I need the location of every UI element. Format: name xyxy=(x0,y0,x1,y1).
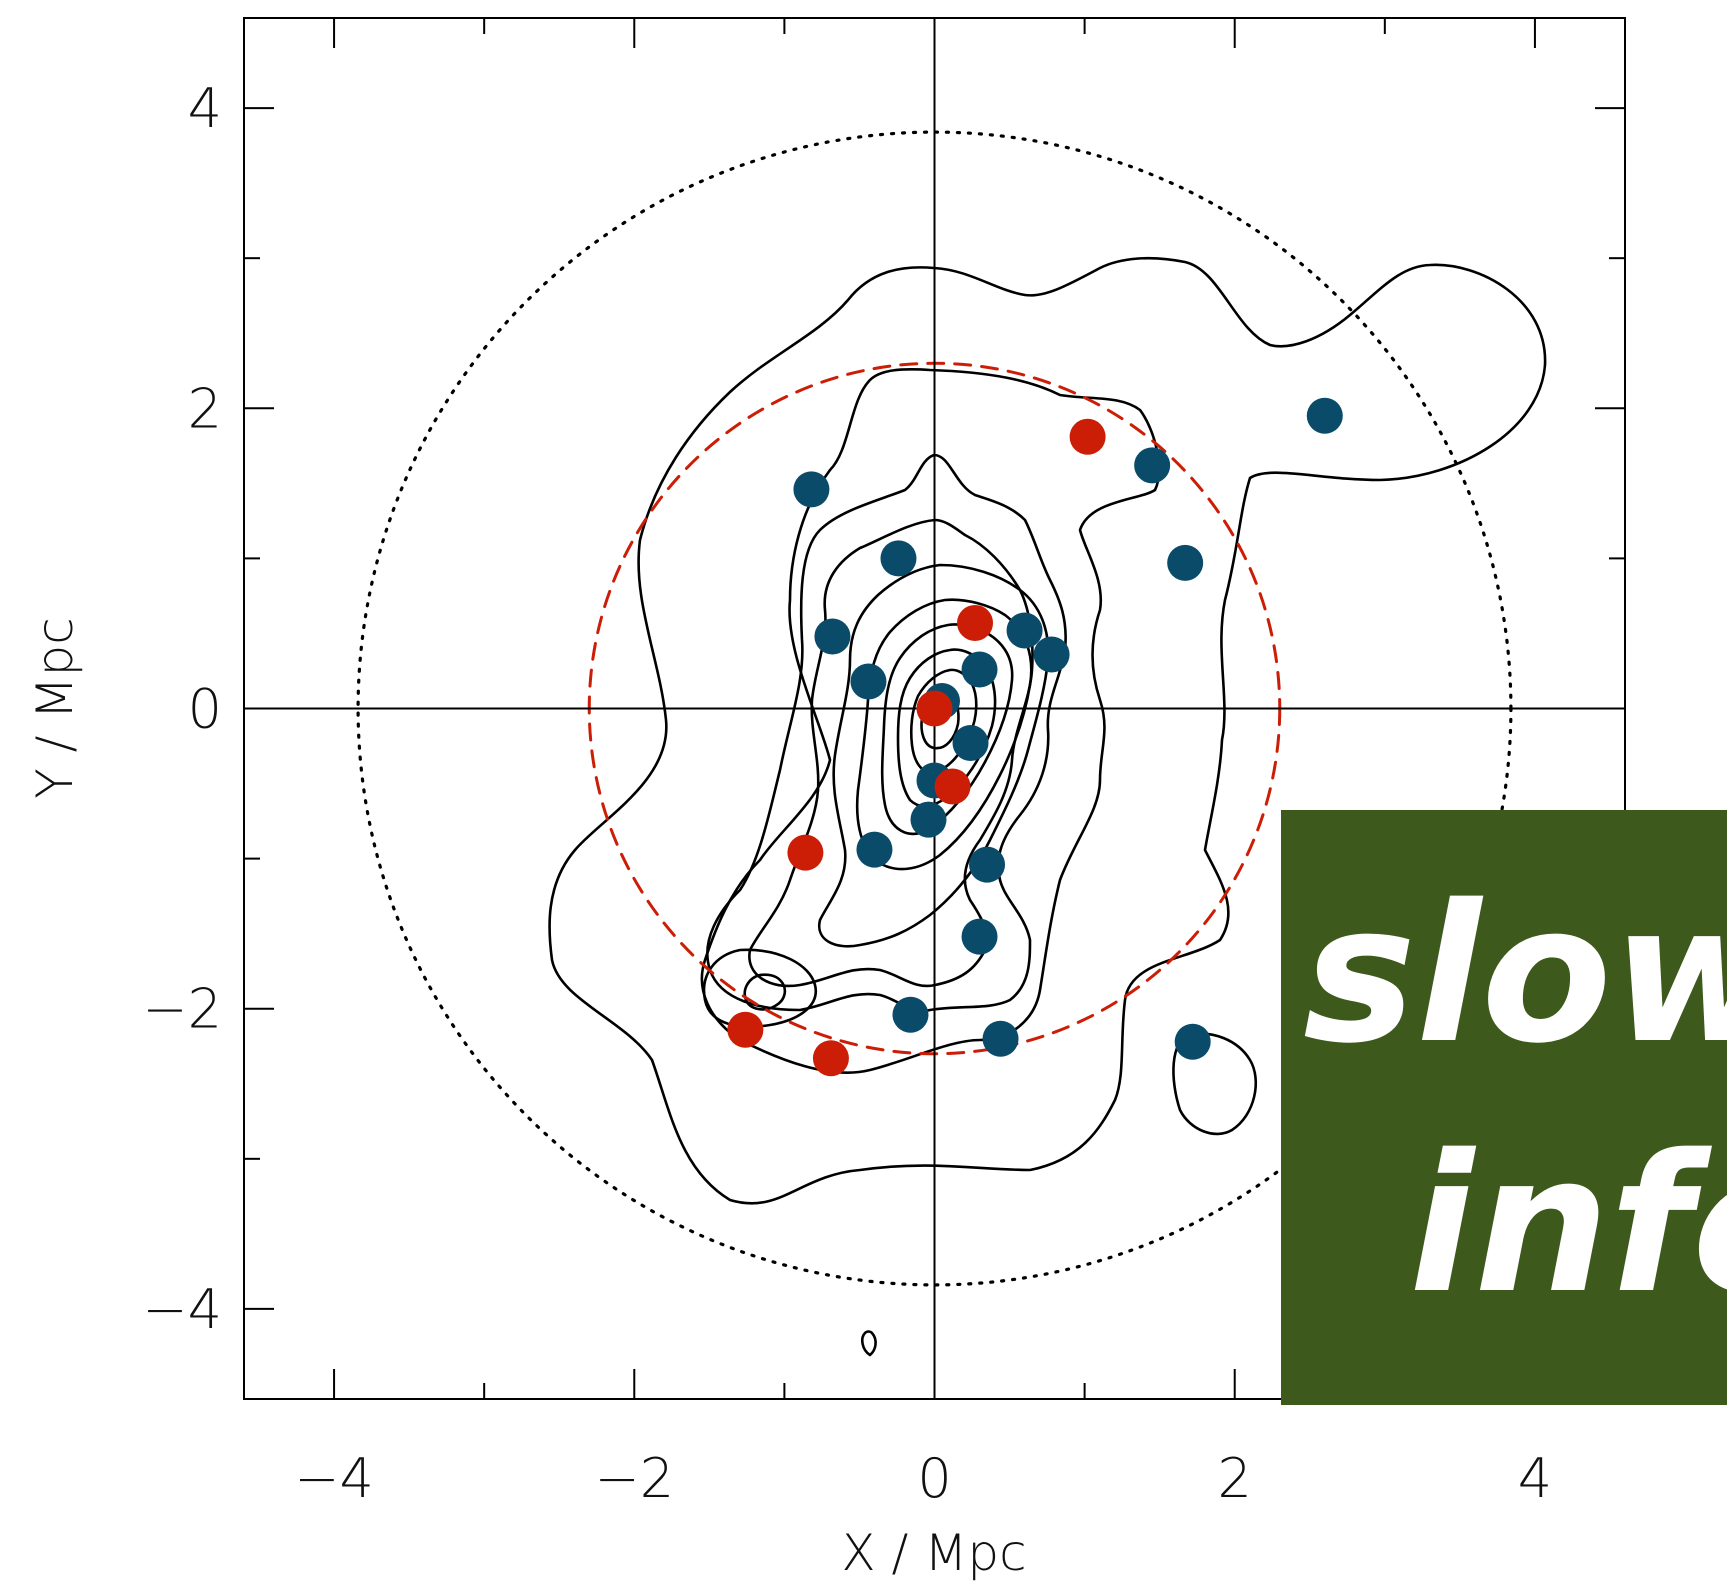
data-point-series1-18 xyxy=(892,996,929,1033)
data-point-series1-10 xyxy=(961,651,998,688)
contour-sw-1 xyxy=(702,948,818,1029)
data-point-series2-4 xyxy=(934,768,971,805)
x-tick-label: 2 xyxy=(1218,1447,1252,1510)
data-point-series1-4 xyxy=(850,663,887,700)
data-point-series1-17 xyxy=(961,918,998,955)
data-point-series1-3 xyxy=(814,618,851,655)
data-point-series2-3 xyxy=(916,690,953,727)
y-axis-label: Y / Mpc xyxy=(26,617,84,799)
x-tick-label: 4 xyxy=(1518,1447,1552,1510)
x-tick-label: 0 xyxy=(917,1447,951,1510)
x-tick-label: −2 xyxy=(594,1447,674,1510)
contour-bottom-island xyxy=(860,1330,877,1357)
data-point-series1-1 xyxy=(793,471,830,508)
y-tick-label: 4 xyxy=(188,77,222,140)
data-point-series1-5 xyxy=(1134,447,1171,484)
contour-se-island xyxy=(1172,1032,1258,1136)
y-tick-label: 0 xyxy=(188,678,222,741)
promo-banner: slow info xyxy=(1281,810,1727,1405)
y-tick-label: −2 xyxy=(142,978,222,1041)
data-points xyxy=(727,397,1343,1077)
y-tick-label: 2 xyxy=(188,377,222,440)
contour-outer xyxy=(548,256,1547,1205)
x-axis-label: X / Mpc xyxy=(841,1524,1026,1582)
tick-labels: −4 −2 0 2 4 −4 −2 0 2 4 xyxy=(142,77,1552,1510)
data-point-series1-16 xyxy=(969,846,1006,883)
data-point-series1-12 xyxy=(952,725,989,762)
data-point-series1-8 xyxy=(1006,612,1043,649)
banner-text-line-1: slow xyxy=(1303,864,1727,1085)
data-point-series2-7 xyxy=(812,1040,849,1077)
data-point-series2-6 xyxy=(727,1011,764,1048)
data-point-series1-15 xyxy=(856,831,893,868)
banner-text-line-2: info xyxy=(1409,1114,1727,1335)
data-point-series1-2 xyxy=(880,540,917,577)
data-point-series2-1 xyxy=(1069,418,1106,455)
x-tick-label: −4 xyxy=(294,1447,374,1510)
data-point-series1-20 xyxy=(1174,1023,1211,1060)
contour-3 xyxy=(706,453,1067,1013)
data-point-series2-5 xyxy=(787,834,824,871)
data-point-series1-9 xyxy=(1033,636,1070,673)
data-point-series1-14 xyxy=(910,801,947,838)
y-tick-label: −4 xyxy=(142,1278,222,1341)
data-point-series1-6 xyxy=(1306,397,1343,434)
data-point-series1-19 xyxy=(982,1020,1019,1057)
data-point-series1-7 xyxy=(1167,544,1204,581)
contour-sw-2 xyxy=(743,973,787,1011)
data-point-series2-2 xyxy=(957,604,994,641)
